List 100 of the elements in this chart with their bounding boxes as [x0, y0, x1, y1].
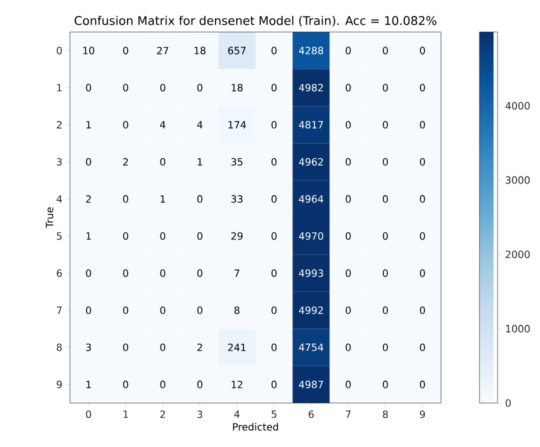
- x-axis-title: Predicted: [233, 422, 278, 431]
- data-label: 2: [123, 158, 128, 166]
- data-label: 1: [160, 195, 166, 203]
- data-label: 2: [86, 195, 91, 203]
- data-label: 0: [123, 269, 128, 277]
- color-bar-label: 2000: [506, 250, 530, 258]
- data-label: 0: [346, 232, 351, 240]
- data-label: 0: [420, 306, 425, 314]
- data-label: 4982: [298, 84, 323, 92]
- data-label: 0: [382, 380, 388, 388]
- color-bar-label: 1000: [506, 324, 530, 332]
- data-label: 0: [420, 232, 425, 240]
- data-label: 3: [86, 344, 91, 352]
- data-label: 4992: [298, 306, 323, 314]
- data-label: 0: [123, 344, 128, 352]
- data-label: 1: [86, 121, 91, 128]
- color-bar-label: 0: [506, 399, 511, 407]
- data-label: 0: [382, 306, 388, 314]
- data-label: 0: [86, 158, 92, 166]
- data-label: 0: [123, 120, 128, 129]
- data-label: 0: [272, 380, 277, 388]
- data-label: 241: [228, 344, 246, 352]
- data-label: 0: [160, 84, 166, 92]
- data-label: 0: [197, 306, 202, 314]
- color-bar-label: 3000: [506, 176, 530, 184]
- data-label: 0: [86, 269, 92, 277]
- x-tick-label: 8: [382, 410, 388, 418]
- data-label: 0: [382, 232, 388, 240]
- data-label: 0: [86, 306, 92, 314]
- data-label: 8: [234, 306, 240, 314]
- data-label: 4754: [298, 344, 324, 352]
- x-tick-label: 7: [346, 410, 351, 418]
- data-label: 0: [346, 195, 351, 203]
- data-label: 0: [123, 84, 128, 92]
- data-label: 0: [160, 306, 166, 314]
- x-tick-label: 4: [234, 410, 240, 418]
- data-label: 0: [346, 380, 351, 388]
- data-label: 0: [382, 195, 388, 203]
- data-label: 0: [420, 269, 425, 277]
- data-label: 0: [272, 195, 277, 203]
- data-label: 18: [194, 46, 206, 54]
- data-label: 12: [232, 380, 242, 388]
- chart-title: Confusion Matrix for densenet Model (Train). Acc = 10.082%: [74, 16, 436, 27]
- data-label: 27: [157, 46, 168, 54]
- data-label: 0: [272, 46, 277, 54]
- data-label: 4962: [298, 158, 323, 166]
- color-bar-label: 4000: [506, 102, 530, 110]
- y-tick-label: 9: [56, 380, 62, 388]
- data-label: 4817: [298, 120, 323, 129]
- data-label: 4288: [298, 46, 324, 54]
- x-tick-label: 6: [308, 410, 314, 418]
- data-label: 0: [160, 269, 166, 277]
- data-label: 2: [197, 344, 202, 352]
- data-label: 0: [382, 158, 388, 166]
- data-label: 4: [197, 121, 202, 128]
- data-label: 29: [231, 232, 243, 240]
- x-tick-label: 9: [420, 410, 425, 418]
- data-label: 174: [228, 121, 246, 128]
- data-label: 0: [272, 306, 277, 314]
- data-label: 4993: [298, 269, 324, 277]
- data-label: 0: [382, 344, 388, 352]
- data-label: 0: [160, 232, 166, 240]
- y-tick-label: 8: [56, 344, 62, 352]
- data-label: 0: [123, 306, 128, 314]
- data-label: 4: [160, 121, 166, 128]
- y-axis-title: True: [46, 207, 54, 228]
- data-label: 10: [83, 46, 94, 54]
- data-label: 1: [86, 232, 91, 240]
- data-label: 0: [197, 195, 202, 203]
- data-label: 0: [123, 380, 128, 388]
- y-tick-label: 3: [56, 158, 62, 166]
- data-label: 0: [160, 158, 166, 166]
- data-label: 0: [272, 344, 277, 352]
- data-label: 0: [123, 46, 128, 54]
- data-label: 0: [382, 269, 388, 277]
- data-label: 0: [420, 84, 425, 92]
- data-label: 0: [197, 380, 202, 388]
- data-label: 0: [420, 120, 425, 129]
- data-label: 0: [346, 344, 351, 352]
- data-label: 0: [346, 158, 351, 166]
- data-label: 1: [86, 380, 91, 388]
- data-label: 0: [272, 158, 277, 166]
- data-label: 0: [197, 232, 202, 240]
- data-label: 0: [123, 195, 128, 203]
- data-label: 0: [420, 380, 425, 388]
- data-label: 4987: [298, 380, 323, 388]
- y-tick-label: 7: [56, 306, 62, 314]
- x-tick-label: 2: [160, 410, 165, 418]
- data-label: 0: [346, 306, 351, 314]
- data-label: 0: [272, 232, 277, 240]
- x-tick-label: 5: [272, 410, 276, 418]
- data-label: 0: [160, 380, 166, 388]
- data-label: 0: [160, 344, 166, 352]
- data-label: 0: [420, 344, 425, 352]
- data-label: 0: [382, 120, 388, 129]
- data-label: 0: [346, 84, 351, 92]
- x-tick-label: 1: [124, 410, 128, 418]
- data-label: 0: [272, 269, 277, 277]
- data-label: 7: [234, 270, 240, 277]
- data-label: 0: [346, 46, 351, 54]
